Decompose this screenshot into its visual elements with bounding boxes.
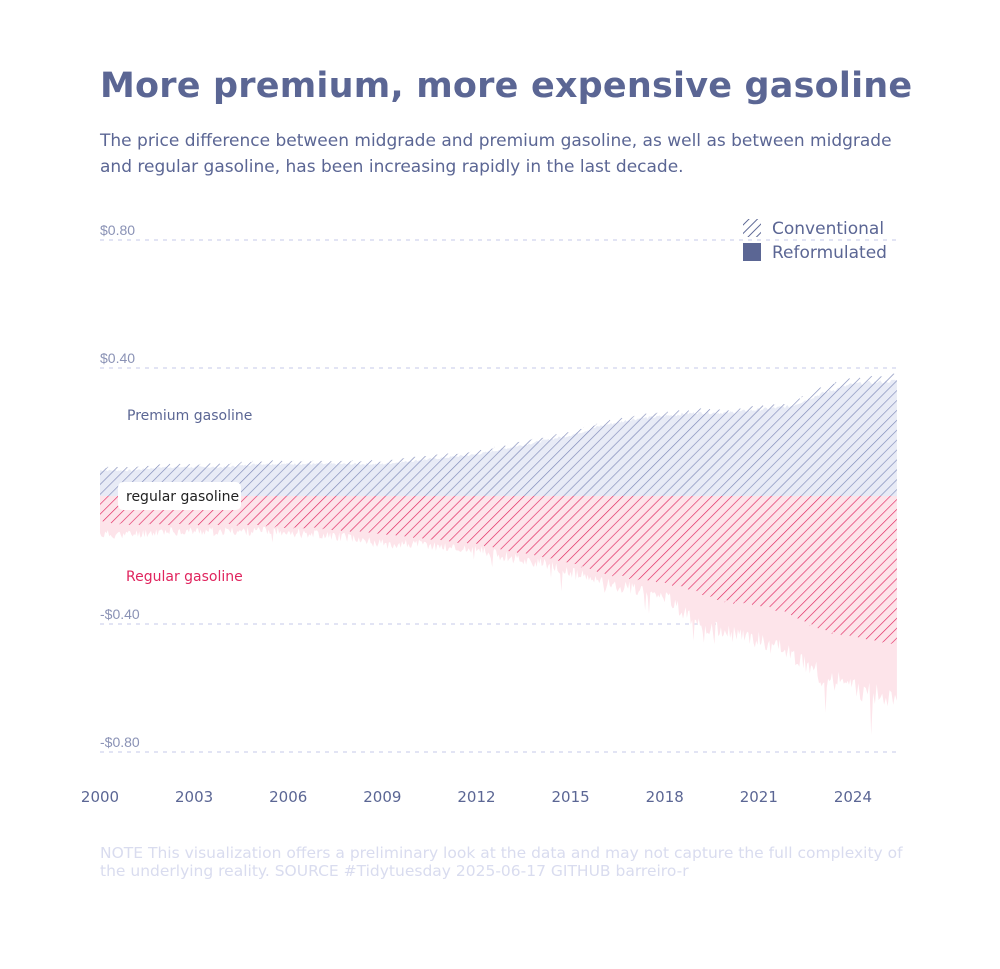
y-tick-label-3: -$0.80 [100, 734, 140, 750]
x-tick-label-6: 2018 [646, 788, 684, 806]
chart-title: More premium, more expensive gasoline [100, 66, 913, 106]
x-tick-label-3: 2009 [363, 788, 401, 806]
x-tick-label-0: 2000 [81, 788, 119, 806]
regular-series-label: Regular gasoline [126, 569, 243, 585]
plot-areas [100, 373, 897, 736]
legend: Conventional Reformulated [743, 219, 887, 263]
x-tick-label-4: 2012 [457, 788, 495, 806]
legend-label-conventional: Conventional [772, 219, 884, 239]
area-premium-conventional [100, 373, 897, 496]
source-note: NOTE This visualization offers a prelimi… [100, 844, 903, 880]
x-tick-label-1: 2003 [175, 788, 213, 806]
area-regular-conventional [100, 496, 897, 645]
chart-subtitle: The price difference between midgrade an… [100, 131, 892, 177]
x-tick-label-8: 2024 [834, 788, 872, 806]
baseline-label: regular gasoline [126, 489, 239, 505]
y-tick-label-0: $0.80 [100, 222, 135, 238]
x-tick-label-5: 2015 [551, 788, 589, 806]
x-tick-label-2: 2006 [269, 788, 307, 806]
baseline-label-box [118, 482, 241, 510]
legend-swatch-reformulated [743, 243, 761, 261]
annotations: Premium gasoline Regular gasoline regular … [118, 408, 252, 585]
x-tick-label-7: 2021 [740, 788, 778, 806]
y-tick-label-1: $0.40 [100, 350, 135, 366]
premium-series-label: Premium gasoline [127, 408, 252, 424]
legend-label-reformulated: Reformulated [772, 243, 887, 263]
y-tick-label-2: -$0.40 [100, 606, 140, 622]
axes: $0.80 $0.40 -$0.40 -$0.80 2000 2003 2006 2009 20… [81, 222, 872, 806]
legend-swatch-conventional [743, 219, 761, 237]
